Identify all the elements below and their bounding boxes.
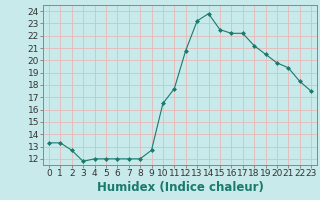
X-axis label: Humidex (Indice chaleur): Humidex (Indice chaleur) <box>97 181 263 194</box>
